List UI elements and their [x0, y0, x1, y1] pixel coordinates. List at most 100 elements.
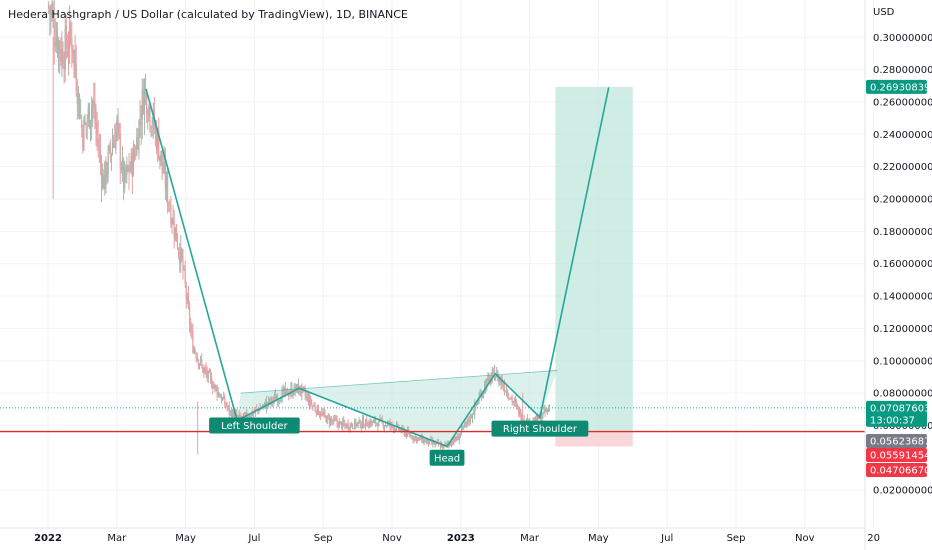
candle-body: [218, 393, 220, 397]
candle-body: [336, 419, 338, 424]
candle-body: [208, 369, 211, 373]
candle-body: [474, 403, 476, 414]
candle-body: [187, 293, 190, 308]
y-tick-label: 0.30000000: [873, 33, 932, 44]
candle-body: [488, 375, 490, 378]
candle-body: [383, 426, 386, 429]
candle-body: [344, 423, 346, 425]
price-label-box: [866, 448, 927, 462]
candle-body: [75, 64, 77, 91]
candle-body: [358, 419, 360, 423]
candle-body: [321, 412, 323, 416]
candle-body: [360, 426, 362, 428]
candle-body: [348, 427, 350, 429]
candle-body: [542, 412, 544, 418]
candle-body: [172, 217, 174, 224]
candle-body: [65, 25, 67, 49]
candle-body: [106, 172, 108, 178]
candle-body: [66, 51, 69, 55]
candle-body: [151, 126, 153, 128]
candle-body: [382, 423, 384, 428]
candle-body: [351, 425, 354, 428]
candle-body: [509, 398, 511, 400]
candle-body: [201, 360, 203, 365]
candle-body: [283, 387, 285, 394]
candle-body: [403, 429, 405, 436]
candle-body: [469, 414, 471, 423]
candle-body: [202, 364, 204, 373]
candle-body: [96, 123, 98, 135]
candle-body: [250, 412, 252, 418]
candle-body: [376, 423, 378, 425]
candle-body: [300, 390, 302, 394]
candle-body: [514, 399, 517, 403]
candle-body: [176, 241, 179, 249]
candle-body: [284, 387, 286, 394]
candle-body: [56, 32, 59, 53]
candle-body: [310, 397, 312, 405]
x-tick-label: 20: [867, 533, 880, 544]
candle-body: [118, 123, 120, 136]
candle-body: [378, 419, 380, 427]
candle-body: [313, 405, 315, 407]
candle-body: [48, 4, 50, 8]
candle-body: [222, 398, 224, 400]
candle-body: [115, 128, 117, 150]
candle-body: [131, 153, 133, 177]
candle-body: [111, 145, 114, 154]
candle-body: [80, 116, 82, 118]
candle-body: [238, 414, 240, 416]
candle-body: [175, 224, 177, 242]
chart-title: Hedera Hashgraph / US Dollar (calculated…: [8, 8, 408, 21]
candle-body: [350, 422, 353, 427]
currency-label: USD: [873, 7, 895, 18]
candle-body: [519, 410, 521, 415]
candle-body: [312, 405, 314, 407]
candle-body: [148, 105, 150, 115]
candle-body: [541, 416, 543, 421]
price-label-box: [866, 463, 927, 477]
candle-body: [463, 425, 465, 427]
candle-body: [339, 421, 341, 423]
x-tick-label: 2023: [447, 533, 475, 544]
candle-body: [486, 378, 488, 388]
candle-body: [454, 436, 456, 440]
candle-body: [166, 175, 169, 204]
candle-body: [62, 51, 64, 67]
candle-body: [140, 122, 142, 125]
candle-body: [251, 411, 253, 416]
candle-body: [433, 441, 435, 445]
candle-body: [318, 414, 321, 416]
y-tick-label: 0.14000000: [873, 292, 932, 303]
candle-body: [544, 409, 546, 413]
candle-body: [399, 429, 401, 431]
candle-body: [330, 419, 333, 421]
x-tick-label: Jul: [247, 533, 260, 544]
candle-body: [548, 408, 551, 410]
candle-body: [99, 149, 102, 163]
grid: [0, 0, 875, 528]
candle-body: [466, 419, 468, 424]
candle-body: [333, 417, 335, 422]
candle-body: [507, 392, 509, 397]
candle-body: [126, 165, 128, 175]
candle-body: [119, 133, 121, 167]
candle-body: [520, 410, 522, 420]
candle-body: [386, 425, 388, 427]
candle-body: [244, 414, 246, 416]
candle-body: [357, 421, 359, 424]
candle-body: [173, 220, 175, 236]
candle-body: [207, 371, 209, 379]
candle-body: [455, 439, 457, 441]
y-tick-label: 0.16000000: [873, 259, 932, 270]
price-label-box: [866, 400, 927, 427]
candle-body: [472, 414, 475, 416]
candle-body: [215, 386, 217, 388]
candle-body: [270, 397, 272, 402]
candle-body: [362, 419, 365, 428]
candle-body: [130, 152, 132, 171]
candle-body: [239, 414, 241, 418]
candle-body: [122, 159, 125, 189]
